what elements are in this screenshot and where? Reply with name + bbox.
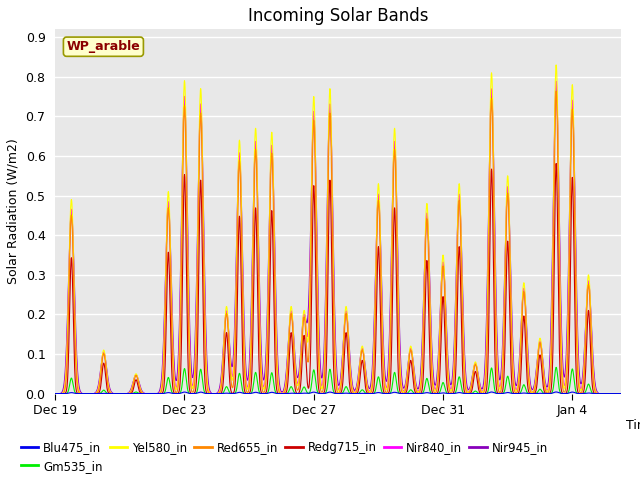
Y-axis label: Solar Radiation (W/m2): Solar Radiation (W/m2) — [7, 139, 20, 284]
Title: Incoming Solar Bands: Incoming Solar Bands — [248, 7, 428, 25]
Text: Time: Time — [627, 419, 640, 432]
Text: WP_arable: WP_arable — [67, 40, 140, 53]
Legend: Blu475_in, Gm535_in, Yel580_in, Red655_in, Redg715_in, Nir840_in, Nir945_in: Blu475_in, Gm535_in, Yel580_in, Red655_i… — [16, 436, 553, 477]
